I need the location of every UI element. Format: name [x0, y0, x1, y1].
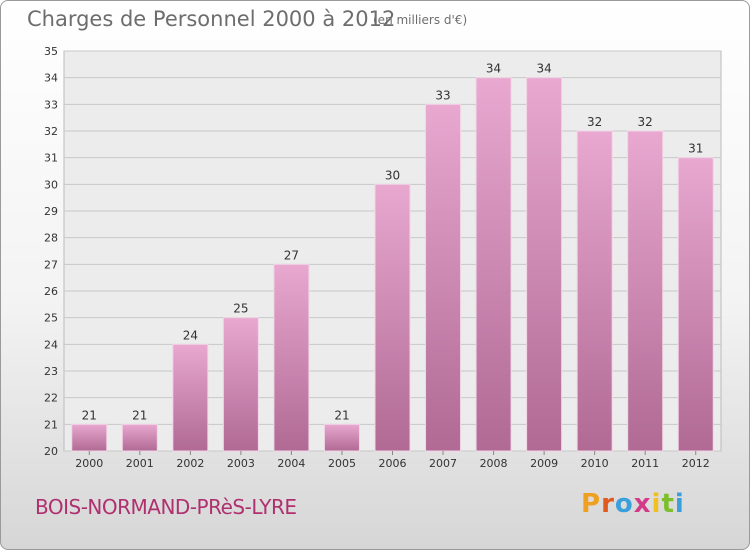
data-label-2001: 21 — [132, 408, 147, 422]
x-axis-ticks: 2000 2001 2002 2003 2004 2005 2006 2007 2008 2009… — [75, 451, 710, 470]
bar-2011 — [627, 130, 664, 452]
y-tick-label: 33 — [44, 98, 58, 111]
x-tick-label-2002: 2002 — [176, 457, 204, 470]
bar-2006 — [374, 183, 411, 452]
logo-letter: x — [633, 489, 652, 519]
bar-2012 — [677, 157, 714, 452]
logo-letter: r — [601, 489, 615, 519]
data-label-2006: 30 — [385, 168, 400, 182]
data-label-2003: 25 — [233, 302, 248, 316]
data-label-2002: 24 — [183, 328, 198, 342]
y-tick-label: 31 — [44, 152, 58, 165]
x-tick-label-2005: 2005 — [328, 457, 356, 470]
x-tick-label-2007: 2007 — [429, 457, 457, 470]
y-tick-label: 25 — [44, 312, 58, 325]
y-tick-label: 24 — [44, 338, 58, 351]
x-tick-label-2010: 2010 — [581, 457, 609, 470]
x-tick-label-2004: 2004 — [277, 457, 305, 470]
y-tick-label: 30 — [44, 178, 58, 191]
x-tick-label-2012: 2012 — [682, 457, 710, 470]
chart-subtitle: (en milliers d'€) — [373, 13, 468, 27]
y-tick-label: 20 — [44, 445, 58, 458]
bars — [71, 77, 714, 452]
commune-name: BOIS-NORMAND-PRèS-LYRE — [35, 495, 297, 519]
y-tick-label: 23 — [44, 365, 58, 378]
y-axis-ticks: 20 21 22 23 24 25 26 27 28 29 30 31 32 33 34 35 — [44, 45, 58, 458]
y-tick-label: 29 — [44, 205, 58, 218]
y-tick-label: 34 — [44, 72, 58, 85]
y-tick-label: 21 — [44, 418, 58, 431]
y-tick-label: 26 — [44, 285, 58, 298]
logo-letter: t — [661, 489, 675, 519]
data-label-2012: 31 — [688, 142, 703, 156]
logo-letter: P — [581, 489, 602, 519]
x-tick-label-2006: 2006 — [379, 457, 407, 470]
x-tick-label-2009: 2009 — [530, 457, 558, 470]
logo-letter: o — [614, 489, 634, 519]
bar-2010 — [576, 130, 613, 452]
logo-letter: i — [651, 489, 662, 519]
data-labels: 21 21 24 25 27 21 30 33 34 34 32 32 31 — [82, 62, 704, 423]
x-tick-label-2000: 2000 — [75, 457, 103, 470]
data-label-2009: 34 — [536, 62, 551, 76]
proxiti-logo: Proxiti — [581, 489, 685, 519]
x-tick-label-2003: 2003 — [227, 457, 255, 470]
bar-2008 — [475, 77, 512, 452]
data-label-2011: 32 — [638, 115, 653, 129]
logo-letter: i — [674, 489, 685, 519]
y-tick-label: 28 — [44, 232, 58, 245]
bar-2007 — [425, 103, 462, 452]
data-label-2005: 21 — [334, 408, 349, 422]
y-tick-label: 22 — [44, 392, 58, 405]
data-label-2010: 32 — [587, 115, 602, 129]
y-tick-label: 32 — [44, 125, 58, 138]
data-label-2000: 21 — [82, 408, 97, 422]
y-tick-label: 35 — [44, 45, 58, 58]
data-label-2004: 27 — [284, 248, 299, 262]
bar-2003 — [222, 317, 259, 452]
data-label-2007: 33 — [435, 88, 450, 102]
bar-2009 — [526, 77, 563, 452]
x-tick-label-2011: 2011 — [631, 457, 659, 470]
data-label-2008: 34 — [486, 62, 501, 76]
bar-2004 — [273, 263, 310, 452]
bar-2001 — [121, 423, 158, 452]
bar-2002 — [172, 343, 209, 452]
x-tick-label-2001: 2001 — [126, 457, 154, 470]
y-tick-label: 27 — [44, 258, 58, 271]
chart-title: Charges de Personnel 2000 à 2012 — [27, 7, 396, 31]
bar-2005 — [323, 423, 360, 452]
bar-2000 — [71, 423, 108, 452]
x-tick-label-2008: 2008 — [480, 457, 508, 470]
